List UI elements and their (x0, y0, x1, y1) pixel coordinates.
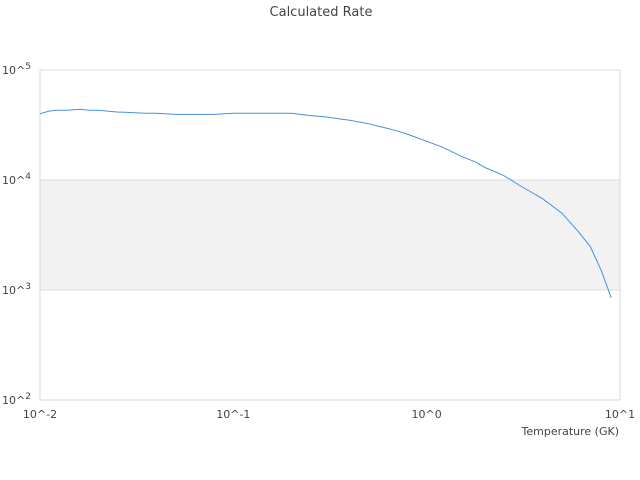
chart-title: Calculated Rate (270, 5, 373, 20)
plot-area-frame (39, 69, 621, 401)
y-band (40, 180, 620, 290)
y-tick-label: 10^3 (2, 282, 31, 297)
x-axis-label: Temperature (GK) (521, 425, 620, 438)
y-tick-labels: 10^2 10^3 10^4 10^5 (2, 62, 31, 407)
x-tick-label: 10^1 (605, 408, 635, 421)
x-tick-labels: 10^-2 10^-1 10^0 10^1 (23, 408, 635, 421)
series-group (39, 108, 612, 298)
rate-series-line (39, 108, 612, 298)
x-tick-label: 10^-1 (216, 408, 250, 421)
x-tick-label: 10^-2 (23, 408, 57, 421)
y-tick-label: 10^5 (2, 62, 31, 77)
x-tick-label: 10^0 (412, 408, 442, 421)
y-bands (40, 180, 620, 290)
y-tick-label: 10^4 (2, 172, 31, 187)
y-tick-label: 10^2 (2, 392, 31, 407)
